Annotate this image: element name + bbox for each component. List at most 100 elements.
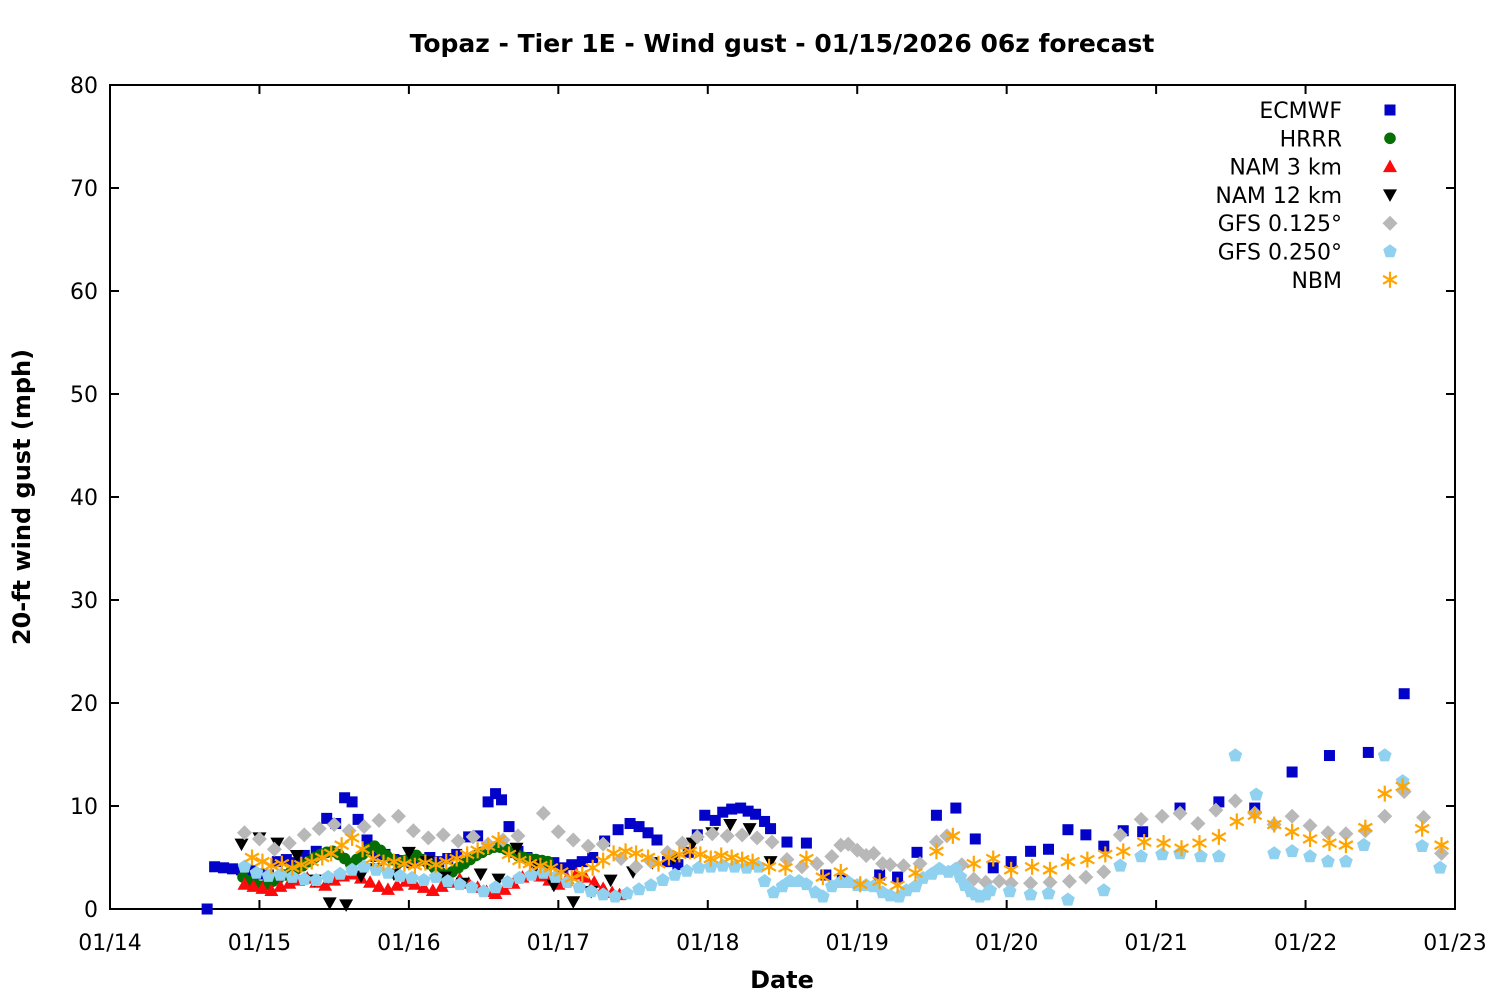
marker-gfs-0-250	[285, 869, 300, 883]
marker-nbm	[1247, 807, 1263, 824]
marker-gfs-0-125	[719, 828, 735, 844]
marker-gfs-0-125	[1190, 816, 1206, 832]
marker-nbm	[1377, 785, 1393, 802]
marker-gfs-0-125	[405, 823, 421, 839]
marker-nbm	[1357, 819, 1373, 836]
marker-ecmwf	[346, 796, 358, 808]
marker-nbm	[1395, 778, 1411, 795]
marker-nbm	[595, 852, 611, 869]
marker-ecmwf	[624, 818, 636, 830]
marker-gfs-0-250	[524, 867, 539, 881]
marker-nbm	[852, 876, 868, 893]
marker-nbm	[815, 869, 831, 886]
x-tick-label: 01/22	[1274, 931, 1337, 956]
marker-nam-3-km	[416, 880, 431, 893]
marker-nbm	[244, 849, 260, 866]
marker-ecmwf	[911, 846, 923, 858]
marker-gfs-0-125	[510, 828, 526, 844]
marker-nbm	[928, 843, 944, 860]
marker-nam-3-km	[255, 881, 270, 894]
marker-gfs-0-125	[1078, 869, 1094, 885]
marker-nam-3-km	[246, 879, 261, 892]
series-gfs-0-250	[237, 748, 1447, 906]
legend-triangle-down-icon	[1383, 189, 1397, 202]
marker-gfs-0-250	[476, 884, 491, 898]
marker-nbm	[1097, 846, 1113, 863]
marker-gfs-0-250	[273, 867, 288, 881]
legend-label-ecmwf: ECMWF	[1259, 99, 1342, 124]
marker-gfs-0-125	[1284, 808, 1300, 824]
marker-ecmwf	[1213, 796, 1225, 808]
series-nbm	[244, 778, 1450, 894]
marker-nbm	[661, 849, 677, 866]
marker-nbm	[293, 856, 309, 873]
marker-gfs-0-125	[896, 858, 912, 874]
marker-ecmwf	[1137, 826, 1149, 838]
marker-gfs-0-125	[1112, 827, 1128, 843]
legend-entry-gfs-0-125: GFS 0.125°	[1218, 212, 1398, 237]
marker-nbm	[618, 843, 634, 860]
marker-nam-3-km	[372, 879, 386, 892]
legend-label-nam-12-km: NAM 12 km	[1215, 184, 1342, 209]
marker-gfs-0-250	[596, 887, 610, 901]
marker-gfs-0-125	[266, 841, 282, 857]
marker-nbm	[428, 856, 444, 873]
marker-nam-12-km	[270, 837, 285, 851]
marker-ecmwf	[280, 854, 292, 866]
marker-nbm	[543, 859, 559, 876]
marker-gfs-0-125	[371, 812, 387, 828]
marker-gfs-0-250	[417, 873, 431, 886]
marker-gfs-0-250	[668, 867, 682, 881]
marker-gfs-0-125	[1416, 809, 1432, 825]
marker-ecmwf	[750, 808, 762, 820]
marker-gfs-0-125	[779, 852, 795, 868]
x-tick-label: 01/15	[228, 931, 291, 956]
marker-gfs-0-125	[1302, 818, 1318, 834]
marker-gfs-0-125	[465, 829, 481, 845]
marker-gfs-0-125	[580, 838, 596, 854]
marker-gfs-0-125	[326, 817, 342, 833]
marker-gfs-0-125	[1227, 793, 1243, 809]
y-tick-label: 80	[70, 74, 98, 99]
legend-label-nam-3-km: NAM 3 km	[1229, 156, 1342, 181]
legend: ECMWF HRRR NAM 3 km NAM 12 km GFS 0.125° GFS …	[1215, 99, 1398, 294]
marker-gfs-0-250	[1041, 886, 1056, 900]
x-tick-label: 01/19	[826, 931, 889, 956]
marker-nam-12-km	[546, 879, 561, 893]
x-tick-label: 01/23	[1423, 931, 1486, 956]
marker-gfs-0-125	[1042, 874, 1058, 890]
data-points-layer	[201, 688, 1450, 915]
marker-gfs-0-250	[1002, 884, 1017, 898]
marker-nbm	[532, 857, 548, 874]
marker-gfs-0-250	[1433, 860, 1447, 874]
marker-gfs-0-250	[428, 869, 443, 883]
marker-nbm	[438, 853, 454, 870]
legend-entry-gfs-0-250: GFS 0.250°	[1218, 241, 1397, 266]
marker-gfs-0-125	[595, 836, 611, 852]
marker-gfs-0-250	[1267, 846, 1281, 860]
marker-nam-12-km	[566, 896, 581, 909]
marker-gfs-0-125	[1434, 845, 1450, 861]
marker-nbm	[1414, 820, 1430, 837]
marker-nbm	[344, 829, 360, 846]
marker-nam-12-km	[603, 874, 618, 888]
marker-nbm	[1024, 858, 1040, 875]
marker-nbm	[1434, 837, 1450, 854]
legend-square-icon	[1384, 104, 1396, 116]
marker-gfs-0-250	[632, 882, 646, 896]
legend-label-nbm: NBM	[1291, 269, 1342, 294]
x-axis-label: Date	[750, 966, 814, 994]
marker-gfs-0-250	[783, 874, 797, 887]
marker-nam-12-km	[723, 819, 738, 832]
marker-gfs-0-125	[281, 835, 297, 851]
marker-nbm	[1321, 835, 1337, 852]
marker-gfs-0-250	[1155, 847, 1169, 861]
marker-ecmwf	[633, 821, 645, 833]
marker-gfs-0-125	[1023, 875, 1039, 891]
legend-asterisk-icon	[1382, 271, 1398, 288]
marker-ecmwf	[709, 814, 721, 826]
marker-ecmwf	[726, 803, 738, 815]
marker-ecmwf	[642, 827, 654, 839]
marker-ecmwf	[672, 859, 684, 871]
marker-gfs-0-250	[1023, 887, 1038, 901]
